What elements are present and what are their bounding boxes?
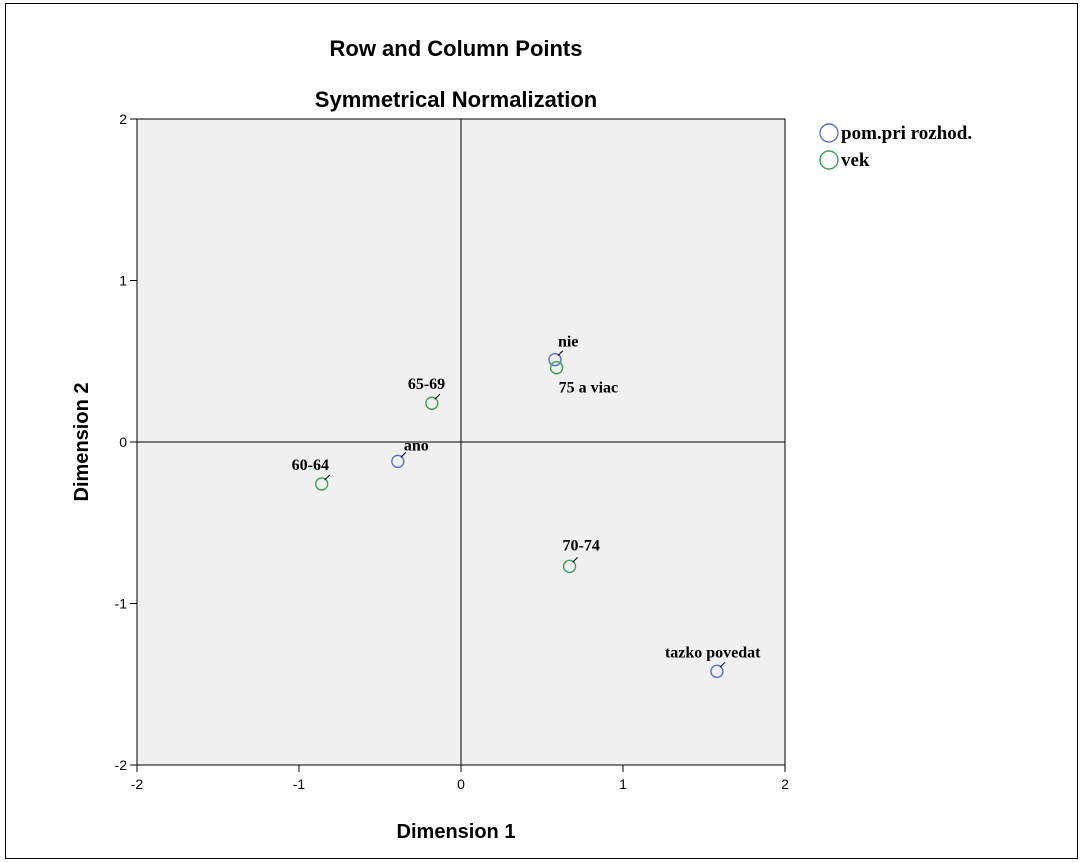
point-marker [425, 396, 439, 410]
legend-label: vek [841, 150, 870, 171]
point-label: ano [404, 437, 429, 454]
point-leader-line [572, 557, 578, 563]
legend-marker [819, 150, 839, 170]
chart-frame: Row and Column Points Symmetrical Normal… [5, 3, 1078, 859]
y-tick-label: 2 [119, 111, 127, 127]
chart-svg: Row and Column Points Symmetrical Normal… [71, 36, 972, 843]
point-marker [710, 664, 724, 679]
x-tick-label: -2 [131, 776, 144, 792]
point-marker [548, 352, 562, 367]
point-leader-line [324, 474, 331, 481]
point-label: tazko povedat [665, 644, 761, 661]
chart-subtitle: Symmetrical Normalization [315, 87, 597, 112]
x-tick-label: 0 [457, 776, 465, 792]
y-tick-label: 1 [119, 273, 127, 289]
point-leader-line [434, 393, 441, 400]
legend-label: pom.pri rozhod. [841, 123, 972, 144]
point-label: nie [558, 334, 578, 351]
plot-layer: -2 -1 0 1 2 2 1 0 -1 -2 nie ano tazko povedat 75 a vi… [115, 111, 790, 792]
x-axis-title: Dimension 1 [397, 821, 516, 843]
y-axis-title: Dimension 2 [71, 383, 93, 502]
point-label: 60-64 [292, 457, 329, 474]
x-tick-label: 1 [619, 776, 627, 792]
point-marker [314, 477, 329, 491]
legend-marker [819, 123, 839, 143]
point-marker [549, 361, 564, 375]
point-leader-line [557, 350, 564, 356]
point-leader-line [719, 661, 726, 668]
chart-title: Row and Column Points [330, 36, 583, 61]
x-tick-label: 2 [781, 776, 789, 792]
point-marker [391, 454, 405, 469]
point-marker [562, 559, 577, 574]
legend: pom.pri rozhod. vek [819, 123, 972, 171]
x-tick-label: -1 [293, 776, 306, 792]
point-label: 65-69 [408, 376, 445, 393]
y-tick-label: -1 [115, 596, 128, 612]
point-label: 75 a viac [559, 380, 619, 397]
y-tick-label: -2 [115, 757, 128, 773]
y-tick-label: 0 [119, 434, 127, 450]
point-label: 70-74 [563, 537, 600, 554]
point-leader-line [400, 452, 407, 458]
